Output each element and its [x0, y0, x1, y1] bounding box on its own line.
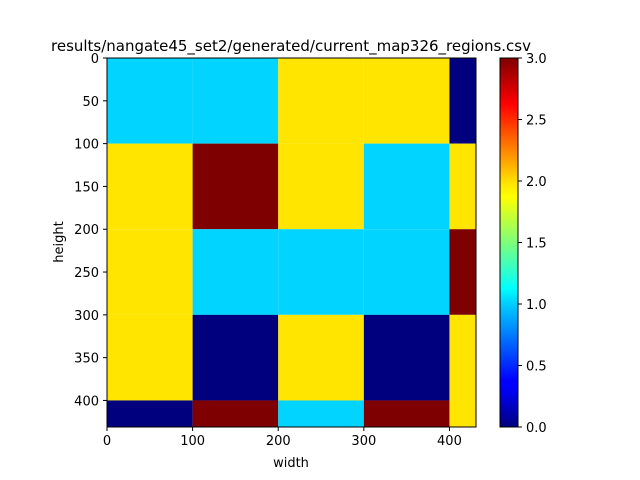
y-tick-label: 350 [74, 352, 99, 367]
x-tick-label: 0 [103, 434, 111, 449]
colorbar-tick-label: 3.0 [526, 52, 547, 67]
heatmap-cell [192, 229, 279, 315]
heatmap-cell [363, 143, 450, 230]
heatmap-cell [278, 58, 364, 144]
heatmap-cell [107, 58, 193, 144]
y-tick-label: 200 [74, 223, 99, 238]
heatmap-cell [192, 58, 279, 144]
heatmap-cell [192, 143, 279, 230]
x-tick-label: 100 [180, 434, 205, 449]
heatmap-cell [363, 229, 450, 315]
x-tick-label: 400 [437, 434, 462, 449]
x-tick-label: 300 [351, 434, 376, 449]
y-tick-label: 250 [74, 266, 99, 281]
heatmap-cell [449, 229, 476, 315]
colorbar [499, 57, 519, 428]
y-axis: 0 50 100 150 200 250 300 350 400 [74, 52, 107, 409]
x-axis-title: width [273, 456, 309, 471]
heatmap-cell [278, 400, 364, 427]
heatmap-cell [278, 143, 364, 230]
heatmap-cell [363, 314, 450, 401]
heatmap-cell [278, 314, 364, 401]
chart-title: results/nangate45_set2/generated/current… [51, 37, 531, 56]
colorbar-tick-label: 0.0 [526, 421, 547, 436]
plot-frame [106, 57, 477, 428]
heatmap-cell [107, 314, 193, 401]
y-tick-label: 300 [74, 309, 99, 324]
y-axis-title: height [52, 221, 67, 262]
colorbar-tick-label: 0.5 [526, 360, 547, 375]
y-tick-label: 400 [74, 394, 99, 409]
x-tick-label: 200 [266, 434, 291, 449]
colorbar-tick-label: 2.5 [526, 114, 547, 129]
heatmap-cell [449, 143, 476, 230]
heatmap-cell [278, 229, 364, 315]
heatmap-cell [363, 400, 450, 427]
heatmap-cell [107, 229, 193, 315]
heatmap-cell [107, 400, 193, 427]
x-axis: 0 100 200 300 400 [103, 427, 462, 449]
heatmap-cells [107, 58, 476, 427]
heatmap-cell [449, 400, 476, 427]
y-tick-label: 50 [82, 95, 99, 110]
heatmap-cell [363, 58, 450, 144]
colorbar-tick-label: 1.5 [526, 237, 547, 252]
y-tick-label: 150 [74, 180, 99, 195]
y-tick-label: 0 [91, 52, 99, 67]
y-tick-label: 100 [74, 138, 99, 153]
colorbar-tick-label: 2.0 [526, 175, 547, 190]
colorbar-tick-label: 1.0 [526, 298, 547, 313]
heatmap-cell [107, 143, 193, 230]
colorbar-axis: 0.0 0.5 1.0 1.5 2.0 2.5 3.0 [518, 52, 547, 436]
heatmap-cell [449, 314, 476, 401]
heatmap-cell [449, 58, 476, 144]
heatmap-cell [192, 314, 279, 401]
heatmap-cell [192, 400, 279, 427]
